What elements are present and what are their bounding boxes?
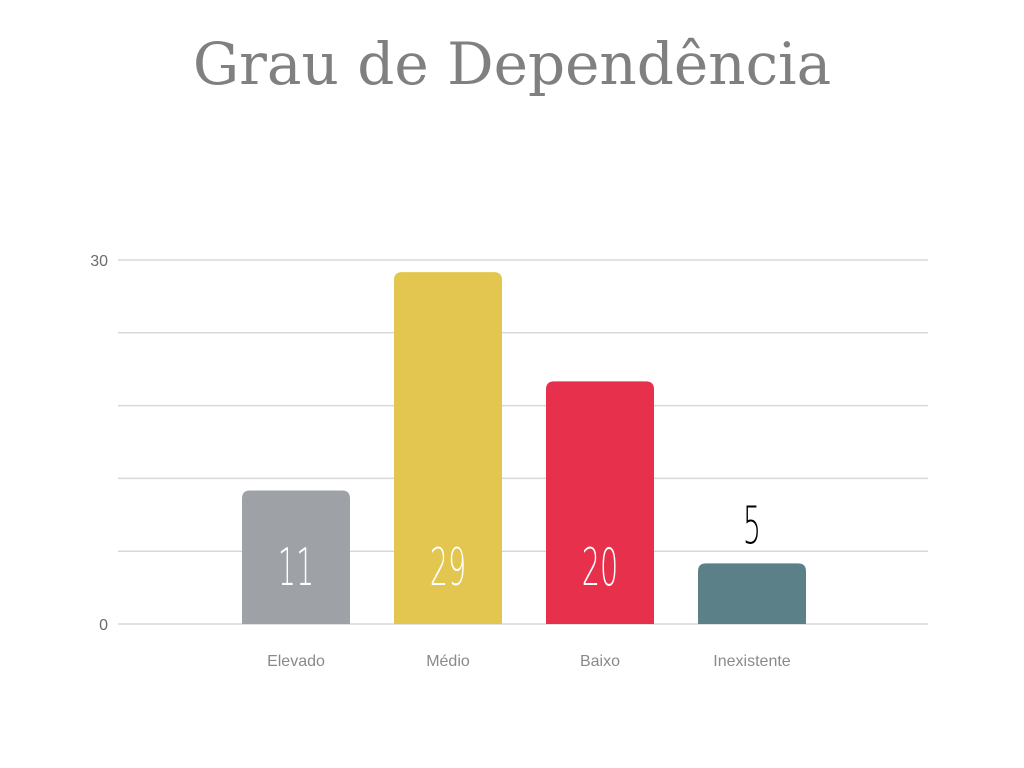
data-label: 20 [582, 537, 618, 598]
gridlines [118, 259, 928, 625]
y-tick-label: 0 [99, 617, 108, 634]
bar-inexistente [698, 563, 806, 624]
bar-baixo [546, 381, 654, 624]
data-label: 11 [278, 537, 314, 598]
category-label: Médio [426, 653, 470, 670]
category-label: Baixo [580, 653, 620, 670]
bar-elevado [242, 490, 350, 624]
bars [242, 272, 806, 624]
labels: 0 30 11 Elevado 29 Médio 20 Baixo 5 Inexistente [90, 253, 791, 670]
category-label: Elevado [267, 653, 325, 670]
bar-médio [394, 272, 502, 624]
data-label: 5 [743, 495, 761, 556]
y-tick-label: 30 [90, 253, 108, 270]
data-label: 29 [430, 537, 466, 598]
category-label: Inexistente [713, 653, 790, 670]
chart-title: Grau de Dependência [192, 30, 832, 98]
